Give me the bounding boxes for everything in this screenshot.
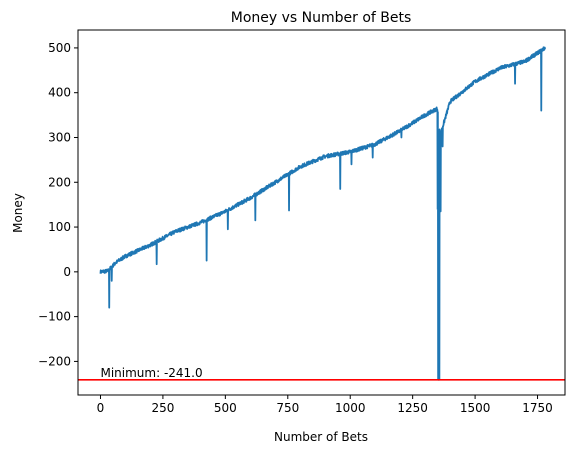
y-tick-label: −200: [38, 354, 71, 368]
y-tick-label: 300: [48, 130, 71, 144]
y-tick-label: 200: [48, 175, 71, 189]
y-axis: −200 −100 0 100 200 300 400 500: [38, 41, 78, 368]
x-axis-label: Number of Bets: [274, 430, 368, 444]
y-tick-label: 400: [48, 86, 71, 100]
plot-frame: [77, 29, 566, 396]
x-tick-label: 750: [276, 401, 299, 415]
x-tick-label: 250: [151, 401, 174, 415]
x-tick-label: 500: [214, 401, 237, 415]
x-tick-label: 1750: [522, 401, 553, 415]
x-tick-label: 1250: [397, 401, 428, 415]
y-axis-label: Money: [11, 193, 25, 233]
y-tick-label: 100: [48, 220, 71, 234]
chart-title: Money vs Number of Bets: [231, 10, 412, 26]
x-axis: 0 250 500 750 1000 1250 1500 1750: [97, 395, 553, 415]
money-series-line: [99, 46, 546, 381]
plot-area: [78, 46, 565, 381]
y-tick-label: −100: [38, 310, 71, 324]
minimum-annotation: Minimum: -241.0: [100, 366, 202, 380]
x-tick-label: 1000: [335, 401, 366, 415]
x-tick-label: 1500: [460, 401, 491, 415]
y-tick-label: 500: [48, 41, 71, 55]
x-tick-label: 0: [97, 401, 105, 415]
y-tick-label: 0: [63, 265, 71, 279]
